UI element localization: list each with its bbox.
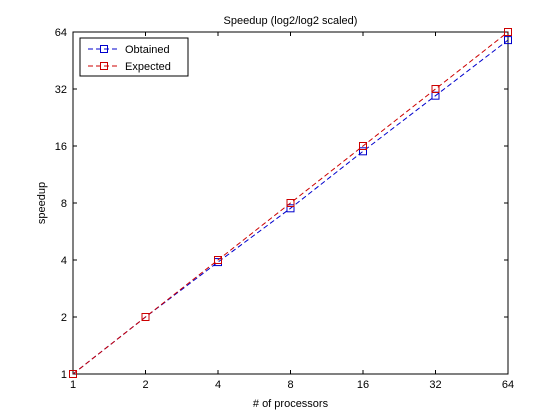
x-tick-label: 64 xyxy=(502,379,514,391)
y-tick-label: 64 xyxy=(55,27,67,39)
y-tick-label: 8 xyxy=(61,198,67,210)
legend-box xyxy=(79,37,189,77)
y-tick-label: 1 xyxy=(61,369,67,381)
x-axis-label: # of processors xyxy=(253,398,329,410)
data-point-expected xyxy=(359,142,367,150)
x-tick-label: 16 xyxy=(357,379,369,391)
legend-label-obtained: Obtained xyxy=(125,44,170,56)
x-tick-label: 1 xyxy=(70,379,76,391)
legend-label-expected: Expected xyxy=(125,61,171,73)
x-tick-label: 32 xyxy=(429,379,441,391)
y-tick-label: 16 xyxy=(55,141,67,153)
x-tick-label: 4 xyxy=(215,379,221,391)
data-point-obtained xyxy=(286,204,295,213)
data-point-expected xyxy=(504,28,512,36)
data-point-expected xyxy=(69,370,77,378)
y-tick-label: 2 xyxy=(61,312,67,324)
data-point-obtained xyxy=(359,147,367,156)
data-point-expected xyxy=(141,313,150,321)
series-line-expected xyxy=(72,31,509,375)
data-point-expected xyxy=(214,256,222,264)
y-tick-label: 4 xyxy=(61,255,67,267)
chart-title: Speedup (log2/log2 scaled) xyxy=(224,15,358,27)
x-tick-label: 8 xyxy=(287,379,293,391)
data-point-expected xyxy=(431,85,440,93)
x-tick-label: 2 xyxy=(142,379,148,391)
legend-marker-obtained xyxy=(100,45,108,53)
data-point-expected xyxy=(286,199,295,207)
legend-marker-expected xyxy=(100,62,108,70)
y-tick-label: 32 xyxy=(55,84,67,96)
data-point-obtained xyxy=(504,36,512,45)
y-axis-label: speedup xyxy=(36,182,48,224)
